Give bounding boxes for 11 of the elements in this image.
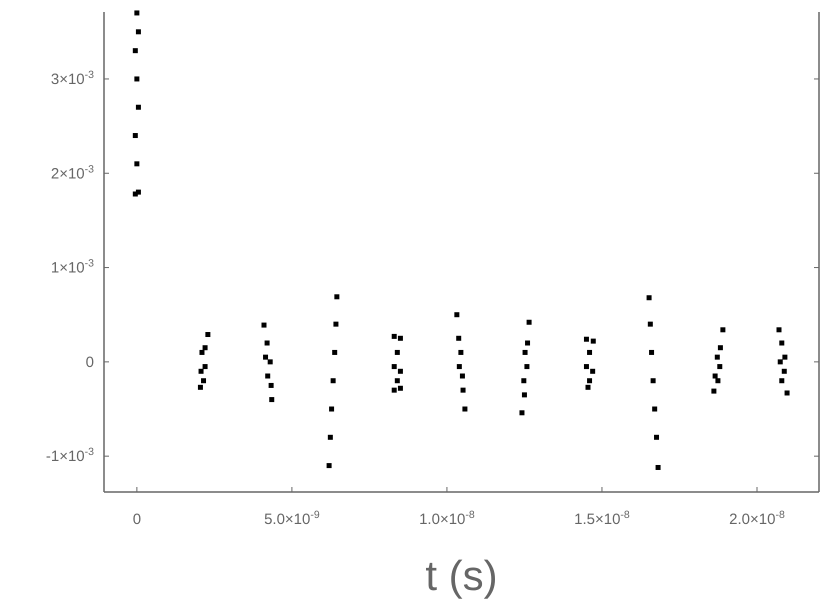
- x-tick-label: 2.0×10$^{-8}$: [729, 509, 785, 528]
- x-tick-label: 5.0×10$^{-9}$: [264, 509, 320, 528]
- x-axis-title: t (s): [425, 552, 498, 599]
- y-tick-label: 3×10$^{-3}$: [50, 68, 94, 88]
- y-tick-label: 0: [86, 354, 94, 371]
- x-tick-label: 1.5×10$^{-8}$: [574, 509, 630, 528]
- y-tick-label: -1×10$^{-3}$: [46, 446, 94, 466]
- y-tick-label: 1×10$^{-3}$: [50, 258, 94, 277]
- y-tick-label: 2×10$^{-3}$: [50, 163, 94, 182]
- x-tick-label: 0: [132, 511, 142, 528]
- x-tick-label: 1.0×10$^{-8}$: [419, 509, 475, 528]
